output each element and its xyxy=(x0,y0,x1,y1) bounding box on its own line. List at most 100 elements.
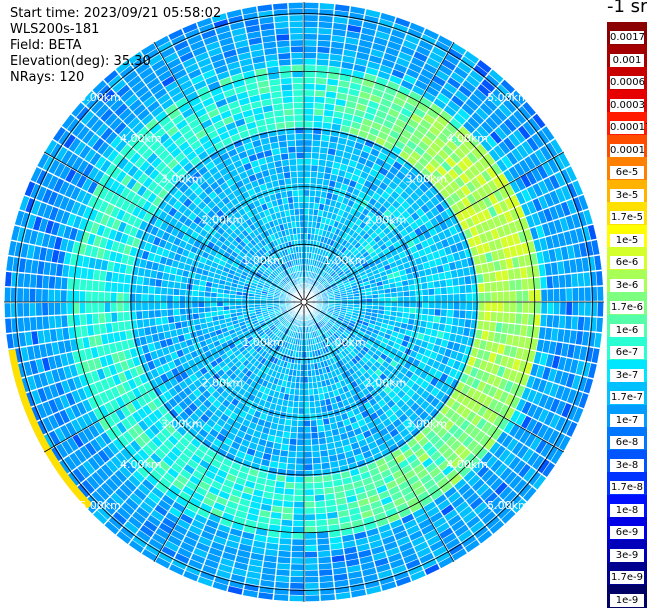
radar-gate-cell xyxy=(340,125,350,133)
radar-gate-cell xyxy=(597,302,603,317)
radar-gate-cell xyxy=(328,142,337,149)
radar-gate-cell xyxy=(304,84,315,90)
radar-gate-cell xyxy=(117,312,123,321)
radar-gate-cell xyxy=(485,302,491,311)
radar-gate-cell xyxy=(80,291,86,302)
radar-gate-cell xyxy=(199,286,205,292)
radar-gate-cell xyxy=(105,292,111,302)
radar-gate-cell xyxy=(67,291,73,303)
radar-gate-cell xyxy=(426,322,433,329)
radar-gate-cell xyxy=(327,512,338,519)
radar-gate-cell xyxy=(285,419,292,425)
radar-gate-cell xyxy=(330,54,343,61)
radar-gate-cell xyxy=(36,303,42,316)
radar-gate-cell xyxy=(223,298,229,302)
radar-gate-cell xyxy=(318,160,325,167)
radar-gate-cell xyxy=(73,291,79,302)
radar-gate-cell xyxy=(514,268,521,279)
radar-gate-cell xyxy=(331,124,341,131)
radar-gate-cell xyxy=(19,333,26,347)
radar-gate-cell xyxy=(86,303,92,314)
radar-gate-cell xyxy=(23,303,29,317)
radar-gate-cell xyxy=(315,191,321,197)
radar-gate-cell xyxy=(89,336,96,347)
radar-gate-cell xyxy=(338,80,350,88)
radar-gate-cell xyxy=(276,576,290,583)
radar-gate-cell xyxy=(223,302,229,306)
radar-gate-cell xyxy=(325,167,332,174)
radar-gate-cell xyxy=(313,128,322,134)
radar-gate-cell xyxy=(275,487,285,494)
radar-gate-cell xyxy=(124,312,130,321)
radar-gate-cell xyxy=(320,444,328,451)
radar-gate-cell xyxy=(312,153,320,159)
radar-gate-cell xyxy=(312,147,320,153)
radar-gate-cell xyxy=(372,306,378,310)
radar-gate-cell xyxy=(326,500,337,507)
radar-gate-cell xyxy=(441,287,447,294)
radar-gate-cell xyxy=(113,332,120,342)
radar-gate-cell xyxy=(446,279,453,287)
radar-gate-cell xyxy=(56,264,63,277)
radar-gate-cell xyxy=(73,303,79,314)
radar-gate-cell xyxy=(130,312,136,321)
radar-gate-cell xyxy=(283,501,293,507)
radar-gate-cell xyxy=(300,377,304,383)
radar-gate-cell xyxy=(175,275,182,282)
radar-gate-cell xyxy=(80,314,86,325)
radar-gate-cell xyxy=(597,286,603,301)
radar-gate-cell xyxy=(310,408,316,414)
radar-gate-cell xyxy=(304,165,311,171)
radar-gate-cell xyxy=(410,302,416,307)
radar-gate-cell xyxy=(551,262,558,275)
radar-gate-cell xyxy=(280,450,288,457)
radar-gate-cell xyxy=(301,358,304,364)
radar-gate-cell xyxy=(119,264,126,274)
radar-gate-cell xyxy=(326,506,337,513)
radar-gate-cell xyxy=(124,284,130,293)
radar-gate-cell xyxy=(123,303,129,312)
radar-gate-cell xyxy=(320,576,334,583)
radar-gate-cell xyxy=(92,314,99,325)
radar-gate-cell xyxy=(304,21,318,27)
radar-gate-cell xyxy=(50,263,57,276)
radar-gate-cell xyxy=(333,23,347,30)
radar-gate-cell xyxy=(332,29,346,36)
radar-gate-cell xyxy=(311,165,318,171)
radar-gate-cell xyxy=(566,302,572,315)
radar-gate-cell xyxy=(391,302,397,307)
radar-gate-cell xyxy=(296,458,304,464)
radar-gate-cell xyxy=(314,476,323,482)
radar-gate-cell xyxy=(452,318,459,326)
radar-gate-cell xyxy=(345,425,353,433)
radar-gate-cell xyxy=(509,313,515,324)
radar-gate-cell xyxy=(528,314,534,325)
radar-gate-cell xyxy=(329,60,341,67)
radar-gate-cell xyxy=(136,285,142,293)
radar-gate-cell xyxy=(435,302,441,309)
radar-gate-cell xyxy=(199,291,205,296)
radar-gate-cell xyxy=(304,53,316,59)
radar-gate-cell xyxy=(460,294,466,302)
radar-gate-cell xyxy=(334,574,348,581)
radar-gate-cell xyxy=(327,154,335,161)
radar-gate-cell xyxy=(458,277,465,285)
radar-gate-cell xyxy=(421,314,427,321)
radar-gate-cell xyxy=(332,473,342,480)
radar-gate-cell xyxy=(106,272,113,282)
radar-gate-cell xyxy=(510,302,516,312)
radar-gate-cell xyxy=(522,313,529,324)
radar-gate-cell xyxy=(311,172,318,178)
radar-gate-cell xyxy=(80,303,86,314)
radar-gate-cell xyxy=(332,117,342,124)
radar-gate-cell xyxy=(404,307,410,312)
radar-gate-cell xyxy=(313,464,321,470)
radar-gate-cell xyxy=(313,134,321,140)
radar-gate-cell xyxy=(410,290,416,296)
radar-gate-cell xyxy=(312,451,320,457)
radar-gate-cell xyxy=(304,159,311,165)
radar-gate-cell xyxy=(181,277,188,284)
radar-gate-cell xyxy=(290,595,305,601)
radar-gate-cell xyxy=(317,172,324,178)
radar-gate-cell xyxy=(571,273,578,287)
